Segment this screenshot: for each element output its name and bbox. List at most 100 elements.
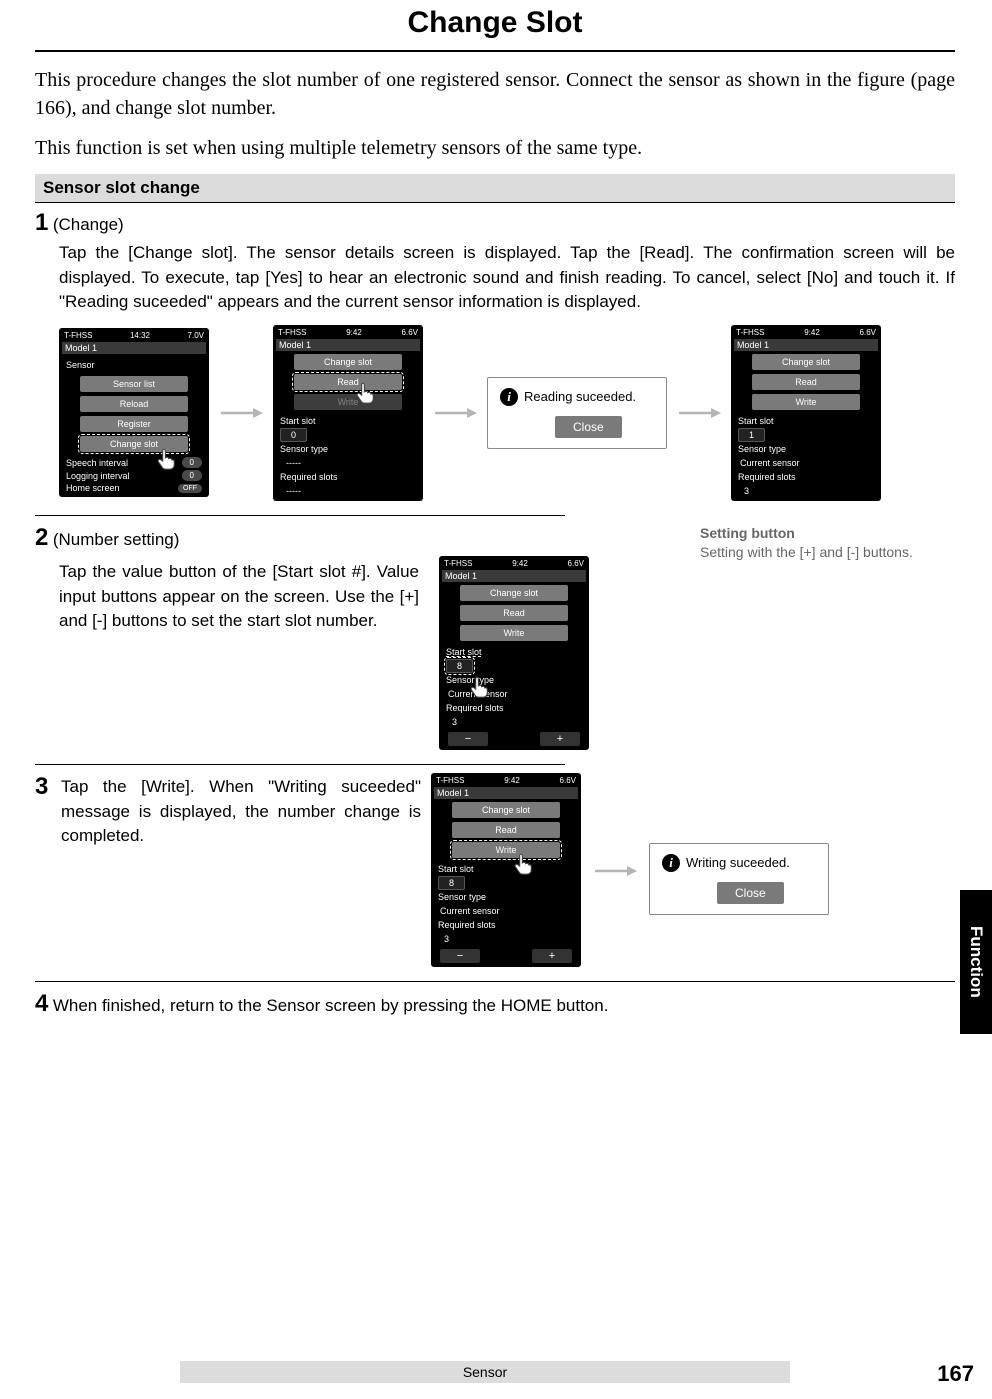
start-slot-label: Start slot bbox=[442, 645, 586, 659]
title-rule bbox=[35, 50, 955, 52]
menu-register[interactable]: Register bbox=[80, 416, 188, 432]
required-slots-label: Required slots bbox=[276, 470, 420, 484]
write-button[interactable]: Write bbox=[294, 394, 402, 410]
step-body: Tap the [Change slot]. The sensor detail… bbox=[59, 241, 955, 315]
required-slots-label: Required slots bbox=[442, 701, 586, 715]
plus-button[interactable]: + bbox=[532, 949, 572, 963]
device-number-setting: T-FHSS9:426.6V Model 1 Change slot Read … bbox=[439, 556, 589, 750]
plus-button[interactable]: + bbox=[540, 732, 580, 746]
step-body: Tap the value button of the [Start slot … bbox=[59, 560, 419, 750]
required-slots-value: 3 bbox=[734, 484, 878, 498]
section-subheader: Sensor slot change bbox=[35, 174, 955, 203]
start-slot-value[interactable]: 8 bbox=[446, 659, 473, 673]
popup-text: Writing suceeded. bbox=[686, 855, 790, 870]
proto: T-FHSS bbox=[436, 776, 464, 785]
proto: T-FHSS bbox=[278, 328, 306, 337]
minus-button[interactable]: − bbox=[448, 732, 488, 746]
step-4: 4 When finished, return to the Sensor sc… bbox=[35, 990, 955, 1018]
step1-screenshots: T-FHSS14:327.0V Model 1 Sensor Sensor li… bbox=[59, 325, 955, 501]
menu-logging: Logging interval bbox=[66, 471, 130, 481]
intro-paragraph-1: This procedure changes the slot number o… bbox=[35, 66, 955, 122]
divider bbox=[35, 515, 565, 516]
time: 9:42 bbox=[804, 328, 820, 337]
step-number: 2 bbox=[35, 524, 48, 552]
time: 9:42 bbox=[346, 328, 362, 337]
model: Model 1 bbox=[276, 339, 420, 351]
read-button[interactable]: Read bbox=[452, 822, 560, 838]
sensor-type-label: Sensor type bbox=[734, 442, 878, 456]
sensor-type-label: Sensor type bbox=[434, 890, 578, 904]
home-toggle[interactable]: OFF bbox=[178, 484, 202, 493]
reading-succeeded-popup: iReading suceeded. Close bbox=[487, 377, 667, 449]
menu-change-slot[interactable]: Change slot bbox=[80, 436, 188, 452]
divider bbox=[35, 764, 565, 765]
page-number: 167 bbox=[937, 1361, 974, 1387]
start-slot-value[interactable]: 8 bbox=[438, 876, 465, 890]
footer-section: Sensor bbox=[180, 1361, 790, 1383]
menu-home: Home screen bbox=[66, 483, 120, 493]
info-icon: i bbox=[662, 854, 680, 872]
write-button[interactable]: Write bbox=[460, 625, 568, 641]
sensor-type-value: Current sensor bbox=[434, 904, 578, 918]
close-button[interactable]: Close bbox=[717, 882, 784, 904]
model: Model 1 bbox=[434, 787, 578, 799]
logging-value[interactable]: 0 bbox=[182, 470, 202, 481]
change-slot-title: Change slot bbox=[452, 802, 560, 818]
close-button[interactable]: Close bbox=[555, 416, 622, 438]
proto: T-FHSS bbox=[64, 331, 92, 340]
step-number: 1 bbox=[35, 209, 48, 237]
writing-succeeded-popup: i Writing suceeded. Close bbox=[649, 843, 829, 915]
divider bbox=[35, 981, 955, 982]
start-slot-label: Start slot bbox=[276, 414, 420, 428]
start-slot-value[interactable]: 0 bbox=[280, 428, 307, 442]
step-number: 3 bbox=[35, 773, 57, 801]
sensor-type-label: Sensor type bbox=[442, 673, 586, 687]
minus-button[interactable]: − bbox=[440, 949, 480, 963]
sensor-type-value: Current sensor bbox=[442, 687, 586, 701]
arrow-icon bbox=[593, 863, 637, 879]
menu-sensor: Sensor bbox=[62, 358, 206, 372]
start-slot-label: Start slot bbox=[734, 414, 878, 428]
start-slot-label: Start slot bbox=[434, 862, 578, 876]
write-button[interactable]: Write bbox=[752, 394, 860, 410]
arrow-icon bbox=[677, 405, 721, 421]
read-button[interactable]: Read bbox=[752, 374, 860, 390]
step-3: 3 Tap the [Write]. When "Writing suceede… bbox=[35, 773, 955, 967]
step-body: When finished, return to the Sensor scre… bbox=[53, 996, 609, 1015]
time: 9:42 bbox=[504, 776, 520, 785]
required-slots-value: ----- bbox=[276, 484, 420, 498]
sensor-type-value: Current sensor bbox=[734, 456, 878, 470]
step-2: 2 (Number setting) Tap the value button … bbox=[35, 524, 955, 750]
step-body: Tap the [Write]. When "Writing suceeded"… bbox=[61, 775, 421, 849]
popup-text: Reading suceeded. bbox=[524, 389, 636, 404]
read-button[interactable]: Read bbox=[460, 605, 568, 621]
device-write: T-FHSS9:426.6V Model 1 Change slot Read … bbox=[431, 773, 581, 967]
required-slots-label: Required slots bbox=[734, 470, 878, 484]
write-button[interactable]: Write bbox=[452, 842, 560, 858]
menu-reload[interactable]: Reload bbox=[80, 396, 188, 412]
model: Model 1 bbox=[734, 339, 878, 351]
proto: T-FHSS bbox=[444, 559, 472, 568]
step-1: 1 (Change) Tap the [Change slot]. The se… bbox=[35, 209, 955, 501]
model: Model 1 bbox=[442, 570, 586, 582]
volt: 7.0V bbox=[188, 331, 204, 340]
page-title: Change Slot bbox=[35, 6, 955, 40]
volt: 6.6V bbox=[860, 328, 876, 337]
arrow-icon bbox=[219, 405, 263, 421]
step-number: 4 bbox=[35, 990, 48, 1018]
intro-paragraph-2: This function is set when using multiple… bbox=[35, 134, 955, 162]
change-slot-title: Change slot bbox=[294, 354, 402, 370]
device-sensor-menu: T-FHSS14:327.0V Model 1 Sensor Sensor li… bbox=[59, 328, 209, 497]
change-slot-title: Change slot bbox=[752, 354, 860, 370]
required-slots-value: 3 bbox=[434, 932, 578, 946]
speech-value[interactable]: 0 bbox=[182, 457, 202, 468]
menu-speech: Speech interval bbox=[66, 458, 128, 468]
side-note-title: Setting button bbox=[700, 524, 950, 543]
step-label: (Change) bbox=[53, 215, 124, 234]
volt: 6.6V bbox=[568, 559, 584, 568]
read-button[interactable]: Read bbox=[294, 374, 402, 390]
volt: 6.6V bbox=[560, 776, 576, 785]
start-slot-value[interactable]: 1 bbox=[738, 428, 765, 442]
menu-sensor-list[interactable]: Sensor list bbox=[80, 376, 188, 392]
time: 9:42 bbox=[512, 559, 528, 568]
